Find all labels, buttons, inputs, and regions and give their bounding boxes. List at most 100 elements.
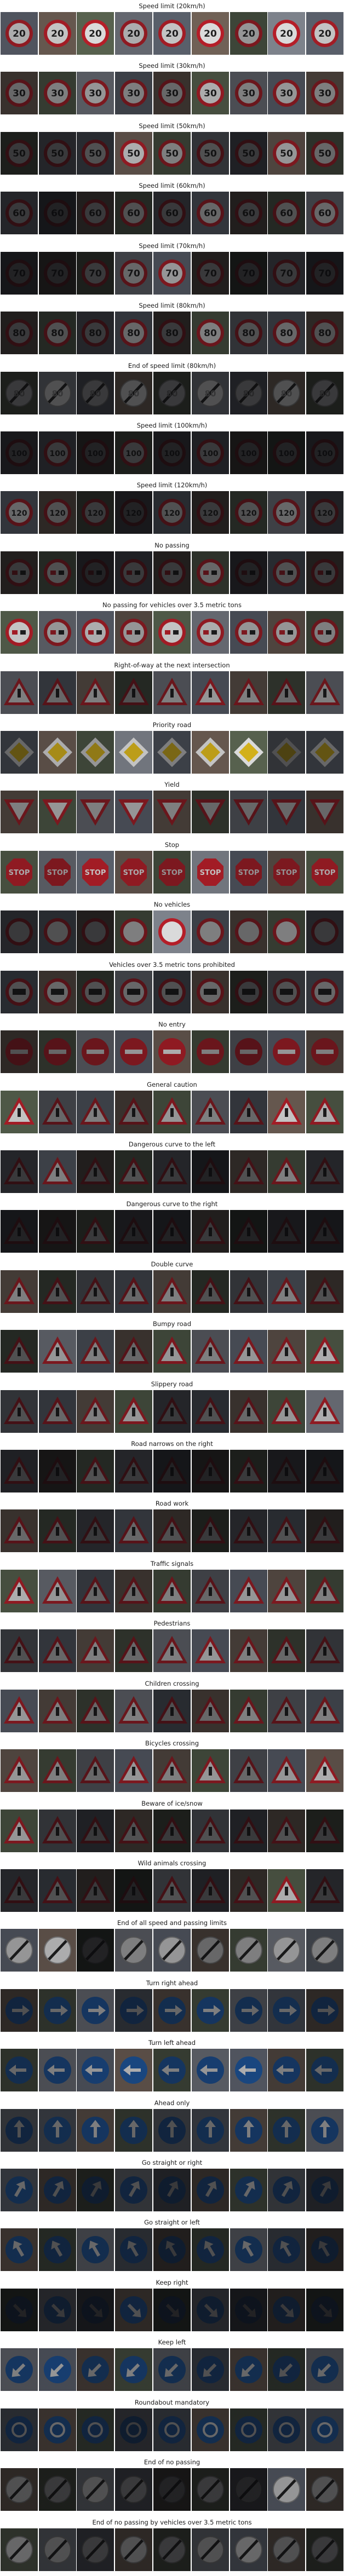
sign-thumbnail xyxy=(115,551,153,594)
sign-thumbnail-image xyxy=(230,2049,267,2092)
sign-thumbnail-image xyxy=(230,731,267,774)
thumbnail-strip: STOP STOP STOP STOP STOP STOP STOP STOP STOP xyxy=(0,850,344,895)
sign-thumbnail: 120 xyxy=(191,491,229,534)
sign-thumbnail-image xyxy=(191,1030,229,1074)
sign-thumbnail xyxy=(230,910,267,954)
thumbnail-strip xyxy=(0,1270,344,1315)
sign-thumbnail xyxy=(191,1450,229,1493)
sign-thumbnail xyxy=(306,1869,344,1912)
sign-thumbnail-image xyxy=(230,1450,267,1493)
sign-thumbnail xyxy=(153,1869,191,1912)
sign-thumbnail xyxy=(38,970,76,1013)
sign-thumbnail-image xyxy=(77,1809,114,1852)
sign-thumbnail-image xyxy=(0,791,38,834)
sign-thumbnail xyxy=(0,1869,38,1912)
sign-class-row: Roundabout mandatory xyxy=(0,2396,344,2456)
sign-thumbnail xyxy=(38,910,76,954)
sign-thumbnail-image xyxy=(268,2169,306,2212)
sign-thumbnail-image xyxy=(0,1270,38,1313)
sign-thumbnail xyxy=(115,910,153,954)
sign-thumbnail-image xyxy=(77,1330,114,1373)
sign-thumbnail-image: STOP xyxy=(115,850,153,894)
thumbnail-strip xyxy=(0,1629,344,1674)
sign-thumbnail-image xyxy=(306,671,344,714)
sign-thumbnail xyxy=(38,1629,76,1673)
sign-thumbnail-image xyxy=(77,1689,114,1732)
sign-thumbnail-image: 80 xyxy=(0,312,38,355)
thumbnail-strip xyxy=(0,1689,344,1734)
sign-thumbnail: 60 xyxy=(268,192,306,235)
sign-class-row: Dangerous curve to the right xyxy=(0,1198,344,1257)
sign-thumbnail: 100 xyxy=(0,431,38,474)
svg-text:100: 100 xyxy=(317,449,332,458)
sign-thumbnail xyxy=(77,910,114,954)
sign-thumbnail-image: STOP xyxy=(230,850,267,894)
sign-class-label: Ahead only xyxy=(154,2099,190,2107)
sign-thumbnail-image xyxy=(77,2468,114,2511)
sign-thumbnail-image: 70 xyxy=(153,251,191,295)
sign-thumbnail xyxy=(268,791,306,834)
sign-class-label: Wild animals crossing xyxy=(137,1859,207,1867)
sign-thumbnail xyxy=(306,1270,344,1313)
sign-thumbnail xyxy=(268,671,306,714)
sign-thumbnail xyxy=(268,1869,306,1912)
sign-thumbnail-image xyxy=(306,1509,344,1553)
sign-thumbnail xyxy=(0,970,38,1013)
sign-thumbnail: 120 xyxy=(268,491,306,534)
sign-class-label: Dangerous curve to the left xyxy=(128,1140,216,1148)
sign-thumbnail: 80 xyxy=(230,371,267,414)
sign-thumbnail xyxy=(153,1450,191,1493)
sign-thumbnail-image xyxy=(38,1390,76,1433)
sign-thumbnail xyxy=(0,1569,38,1612)
sign-thumbnail-image xyxy=(38,2049,76,2092)
svg-text:80: 80 xyxy=(280,328,293,339)
sign-thumbnail xyxy=(230,1809,267,1852)
sign-thumbnail-image xyxy=(230,2528,267,2571)
sign-thumbnail xyxy=(115,1390,153,1433)
sign-class-label: No entry xyxy=(158,1021,186,1029)
sign-thumbnail xyxy=(115,791,153,834)
sign-thumbnail-image xyxy=(191,1450,229,1493)
sign-thumbnail-image xyxy=(191,731,229,774)
sign-thumbnail xyxy=(77,1689,114,1732)
svg-text:50: 50 xyxy=(13,148,26,159)
sign-thumbnail xyxy=(191,611,229,654)
sign-class-row: Go straight or left xyxy=(0,2216,344,2275)
sign-thumbnail-image xyxy=(306,2049,344,2092)
sign-thumbnail-image xyxy=(230,551,267,594)
sign-thumbnail: 100 xyxy=(38,431,76,474)
sign-thumbnail-image xyxy=(77,1749,114,1793)
sign-thumbnail-image xyxy=(191,1569,229,1612)
sign-thumbnail-image: 60 xyxy=(0,192,38,235)
thumbnail-strip: 30 30 30 30 30 30 30 30 30 xyxy=(0,72,344,116)
sign-thumbnail xyxy=(0,1989,38,2032)
sign-thumbnail-image xyxy=(268,970,306,1013)
sign-thumbnail xyxy=(191,1030,229,1074)
sign-thumbnail xyxy=(77,1869,114,1912)
sign-thumbnail xyxy=(0,2288,38,2331)
sign-thumbnail xyxy=(115,970,153,1013)
sign-thumbnail: 60 xyxy=(115,192,153,235)
sign-thumbnail-image: 20 xyxy=(77,12,114,55)
sign-thumbnail-image xyxy=(230,1629,267,1673)
sign-thumbnail-image xyxy=(77,1450,114,1493)
sign-thumbnail-image xyxy=(115,611,153,654)
sign-thumbnail xyxy=(306,2288,344,2331)
sign-class-row: Speed limit (30km/h) 30 30 30 30 30 30 30 30 30 xyxy=(0,60,344,119)
sign-thumbnail xyxy=(38,1090,76,1133)
sign-class-row: Double curve xyxy=(0,1258,344,1317)
sign-thumbnail: 120 xyxy=(0,491,38,534)
thumbnail-strip xyxy=(0,1929,344,1973)
sign-thumbnail-image xyxy=(77,2228,114,2272)
sign-thumbnail-image xyxy=(115,1569,153,1612)
sign-thumbnail-image xyxy=(191,791,229,834)
sign-thumbnail xyxy=(191,1210,229,1253)
sign-class-row: Keep left xyxy=(0,2336,344,2395)
sign-thumbnail: STOP xyxy=(115,850,153,894)
sign-thumbnail xyxy=(153,791,191,834)
sign-thumbnail-image xyxy=(153,1090,191,1133)
sign-thumbnail: 80 xyxy=(191,312,229,355)
svg-text:60: 60 xyxy=(13,208,26,219)
svg-text:20: 20 xyxy=(89,28,102,39)
sign-thumbnail-image xyxy=(306,1929,344,1972)
